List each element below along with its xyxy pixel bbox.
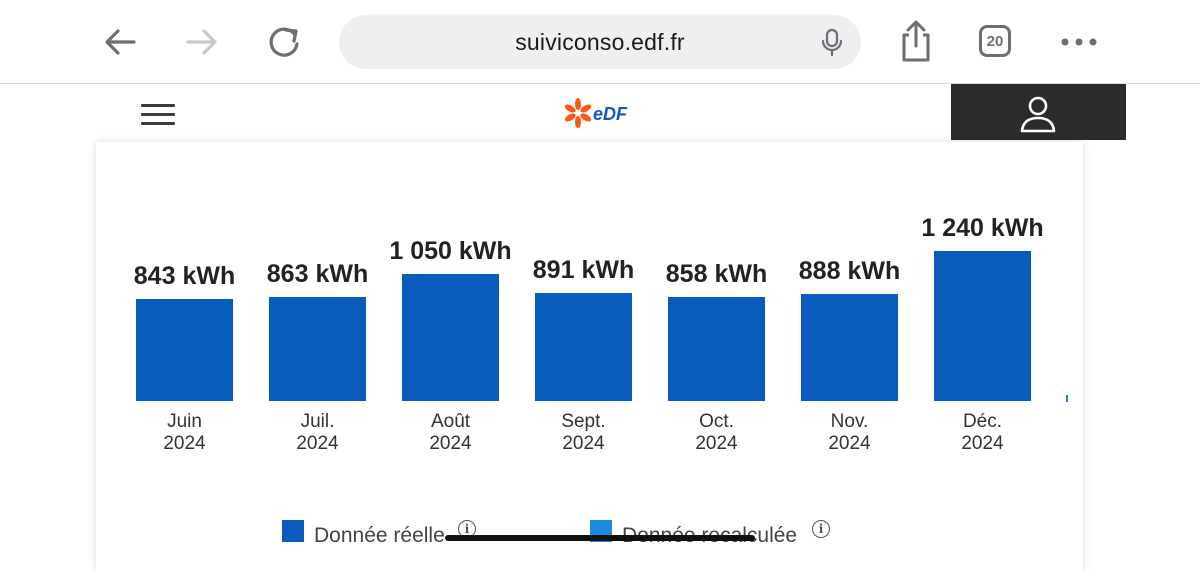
forward-arrow-icon[interactable]	[182, 22, 222, 62]
legend-label-real: Donnée réelle	[314, 524, 445, 547]
bar-value-label: 888 kWh	[798, 257, 901, 285]
chart-bar[interactable]	[136, 299, 233, 401]
reload-icon[interactable]	[264, 22, 304, 62]
more-icon[interactable]	[1060, 30, 1098, 54]
chart-bar[interactable]	[801, 294, 898, 401]
microphone-icon[interactable]	[817, 27, 847, 57]
bar-value-label: 843 kWh	[133, 262, 236, 290]
month-year: 2024	[562, 433, 605, 454]
month-name: Août	[430, 411, 471, 432]
month-year: 2024	[961, 433, 1004, 454]
monthly-consumption-chart: 843 kWh Juin 2024 863 kWh Juil. 2024 1 050 kWh…	[96, 142, 1083, 482]
address-bar[interactable]: suiviconso.edf.fr	[339, 15, 861, 69]
chart-bar[interactable]	[668, 297, 765, 401]
back-arrow-icon[interactable]	[100, 22, 140, 62]
home-indicator	[445, 535, 755, 541]
share-icon[interactable]	[896, 20, 936, 64]
chart-bar[interactable]	[535, 293, 632, 401]
month-year: 2024	[695, 433, 738, 454]
month-tick-label: Déc. 2024	[923, 411, 1043, 455]
url-text[interactable]: suiviconso.edf.fr	[515, 29, 685, 55]
month-name: Déc.	[962, 411, 1003, 432]
bar-value-label: 1 240 kWh	[921, 214, 1044, 242]
month-name: Juin	[167, 411, 202, 432]
month-name: Sept.	[561, 411, 606, 432]
account-button[interactable]	[951, 84, 1126, 140]
bar-value-label: 1 050 kWh	[389, 237, 512, 265]
tabs-icon[interactable]: 20	[979, 25, 1011, 57]
month-name: Juil.	[300, 411, 335, 432]
month-name: Nov.	[830, 411, 869, 432]
month-tick-label: Juil. 2024	[258, 411, 378, 455]
logo-text: eDF	[593, 104, 628, 124]
month-year: 2024	[296, 433, 339, 454]
scroll-edge-marker	[1066, 395, 1068, 402]
browser-toolbar: suiviconso.edf.fr 20	[0, 0, 1200, 84]
chart-bar[interactable]	[402, 274, 499, 401]
account-icon	[1020, 96, 1056, 133]
legend-swatch-real	[282, 520, 304, 542]
month-tick-label: Sept. 2024	[524, 411, 644, 455]
chart-bar[interactable]	[934, 251, 1031, 401]
month-year: 2024	[828, 433, 871, 454]
consumption-card: 843 kWh Juin 2024 863 kWh Juil. 2024 1 050 kWh…	[96, 142, 1083, 572]
site-header: eDF	[0, 84, 1200, 140]
month-tick-label: Août 2024	[391, 411, 511, 455]
month-name: Oct.	[699, 411, 734, 432]
month-year: 2024	[429, 433, 472, 454]
chart-bar[interactable]	[269, 297, 366, 401]
bar-value-label: 858 kWh	[665, 260, 768, 288]
month-year: 2024	[163, 433, 206, 454]
bar-value-label: 863 kWh	[266, 260, 369, 288]
info-icon[interactable]: i	[812, 520, 830, 538]
month-tick-label: Nov. 2024	[790, 411, 910, 455]
bar-value-label: 891 kWh	[532, 256, 635, 284]
month-tick-label: Juin 2024	[125, 411, 245, 455]
hamburger-menu-icon[interactable]	[141, 104, 175, 130]
edf-logo[interactable]: eDF	[562, 96, 642, 130]
month-tick-label: Oct. 2024	[657, 411, 777, 455]
